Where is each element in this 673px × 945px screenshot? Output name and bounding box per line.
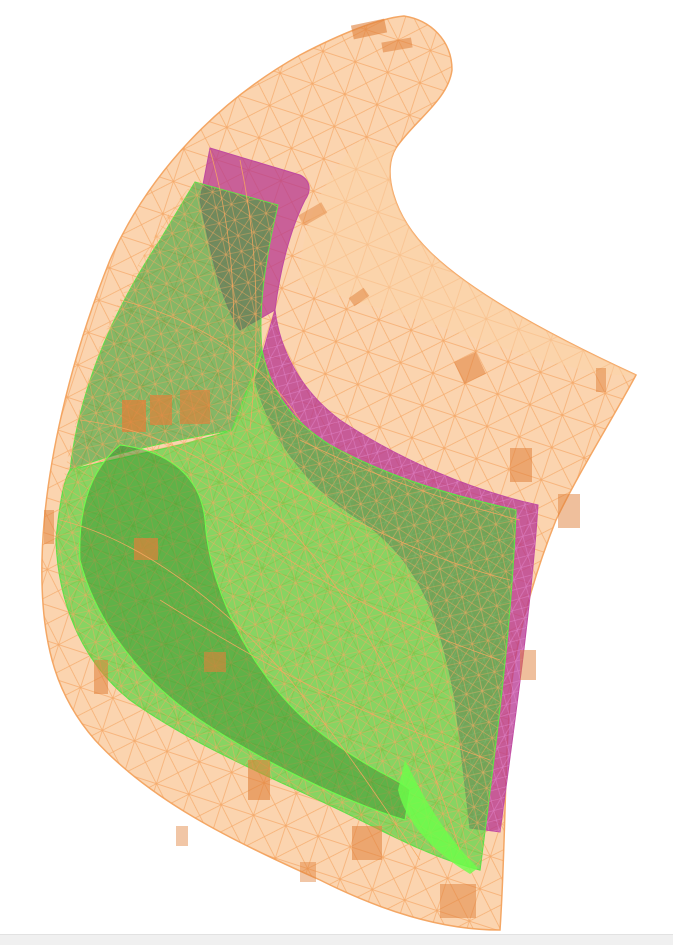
mesh-patch: [134, 538, 158, 560]
mesh-patch: [248, 760, 270, 800]
green-core-inner-band: [79, 444, 411, 821]
status-strip: [0, 934, 673, 945]
mesh-patch: [150, 395, 172, 425]
mesh-patch: [94, 660, 108, 694]
mesh-patch: [440, 884, 476, 918]
mesh-patch: [381, 37, 413, 53]
mesh-patch: [348, 287, 370, 307]
mesh-patch: [176, 826, 188, 846]
green-core-layer: [55, 181, 517, 874]
mesh-patch: [298, 202, 328, 226]
mesh-patch: [350, 18, 388, 40]
mesh-patch: [352, 826, 382, 860]
mesh-patch: [596, 368, 606, 392]
mesh-patches: [44, 18, 606, 918]
mesh-patch: [520, 650, 536, 680]
mesh-patch: [44, 510, 54, 544]
mesh-patch: [204, 652, 226, 672]
wire-accents: [59, 149, 521, 861]
mesh-patch: [122, 400, 146, 432]
mesh-patch: [180, 390, 210, 424]
mesh-patch: [454, 352, 486, 384]
mesh-patch: [300, 862, 316, 882]
mesh-patch: [558, 494, 580, 528]
mesh-patch: [510, 448, 532, 482]
